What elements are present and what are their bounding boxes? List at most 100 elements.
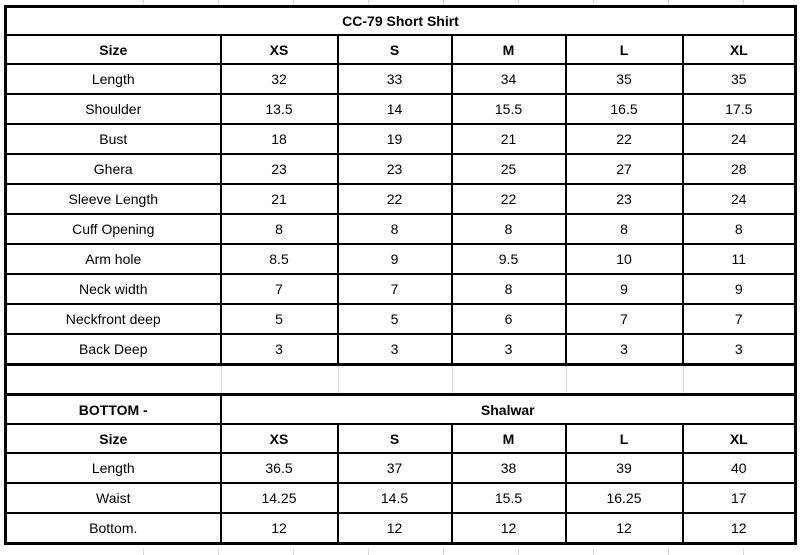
measurement-value: 9.5 [450, 243, 567, 275]
measurement-label: Neckfront deep [4, 303, 222, 335]
bottom-section-label: BOTTOM - [4, 393, 222, 425]
measurement-value: 28 [681, 153, 797, 185]
table-row: Waist 14.25 14.5 15.5 16.25 17 [4, 482, 797, 514]
measurement-value: 10 [564, 243, 684, 275]
column-header: XS [219, 423, 339, 454]
column-header: Size [4, 34, 222, 65]
measurement-value: 3 [564, 333, 684, 366]
column-header: XL [681, 34, 797, 65]
shirt-header-row: Size XS S M L XL [4, 34, 797, 65]
measurement-value: 8 [564, 213, 684, 245]
measurement-value: 23 [219, 153, 339, 185]
measurement-value: 22 [450, 183, 567, 215]
measurement-value: 7 [681, 303, 797, 335]
measurement-value: 16.5 [564, 93, 684, 125]
measurement-value: 22 [336, 183, 453, 215]
measurement-label: Sleeve Length [4, 183, 222, 215]
table-row: Neck width 7 7 8 9 9 [4, 273, 797, 305]
measurement-value: 19 [336, 123, 453, 155]
measurement-value: 16.25 [564, 482, 684, 514]
measurement-value: 21 [450, 123, 567, 155]
column-header: XL [681, 423, 797, 454]
measurement-value: 15.5 [450, 93, 567, 125]
measurement-value: 8 [681, 213, 797, 245]
measurement-label: Shoulder [4, 93, 222, 125]
measurement-value: 35 [681, 63, 797, 95]
measurement-label: Length [4, 63, 222, 95]
table-row: Length 36.5 37 38 39 40 [4, 452, 797, 484]
measurement-value: 9 [681, 273, 797, 305]
column-header: XS [219, 34, 339, 65]
measurement-value: 11 [681, 243, 797, 275]
measurement-value: 40 [681, 452, 797, 484]
measurement-value: 17.5 [681, 93, 797, 125]
measurement-label: Waist [4, 482, 222, 514]
table-row: Neckfront deep 5 5 6 7 7 [4, 303, 797, 335]
table-row: Length 32 33 34 35 35 [4, 63, 797, 95]
measurement-value: 17 [681, 482, 797, 514]
measurement-value: 24 [681, 123, 797, 155]
measurement-value: 33 [336, 63, 453, 95]
measurement-value: 36.5 [219, 452, 339, 484]
measurement-value: 8.5 [219, 243, 339, 275]
measurement-label: Bottom. [4, 512, 222, 545]
measurement-value: 8 [336, 213, 453, 245]
measurement-value: 12 [336, 512, 453, 545]
column-header: S [336, 423, 453, 454]
measurement-value: 39 [564, 452, 684, 484]
table-row: Sleeve Length 21 22 22 23 24 [4, 183, 797, 215]
measurement-value: 12 [564, 512, 684, 545]
measurement-value: 7 [219, 273, 339, 305]
measurement-value: 12 [681, 512, 797, 545]
spacer-row [4, 363, 797, 396]
measurement-value: 22 [564, 123, 684, 155]
measurement-value: 3 [219, 333, 339, 366]
measurement-value: 6 [450, 303, 567, 335]
measurement-value: 13.5 [219, 93, 339, 125]
measurement-value: 3 [681, 333, 797, 366]
measurement-value: 12 [219, 512, 339, 545]
bottom-section-row: BOTTOM - Shalwar [4, 393, 797, 425]
measurement-value: 8 [450, 213, 567, 245]
measurement-value: 24 [681, 183, 797, 215]
measurement-value: 37 [336, 452, 453, 484]
measurement-value: 7 [336, 273, 453, 305]
measurement-label: Cuff Opening [4, 213, 222, 245]
bottom-section-value: Shalwar [219, 393, 797, 425]
measurement-value: 8 [450, 273, 567, 305]
spreadsheet-gridline-strip-top [0, 0, 800, 5]
column-header: M [450, 34, 567, 65]
measurement-label: Ghera [4, 153, 222, 185]
measurement-value: 38 [450, 452, 567, 484]
measurement-value: 32 [219, 63, 339, 95]
table-row: Back Deep 3 3 3 3 3 [4, 333, 797, 366]
measurement-value: 27 [564, 153, 684, 185]
measurement-label: Bust [4, 123, 222, 155]
measurement-value: 9 [336, 243, 453, 275]
measurement-value: 12 [450, 512, 567, 545]
measurement-value: 25 [450, 153, 567, 185]
measurement-label: Neck width [4, 273, 222, 305]
measurement-value: 5 [336, 303, 453, 335]
bottom-header-row: Size XS S M L XL [4, 423, 797, 454]
size-chart-table: CC-79 Short Shirt Size XS S M L XL Lengt… [4, 5, 798, 545]
measurement-value: 21 [219, 183, 339, 215]
column-header: L [564, 34, 684, 65]
measurement-value: 9 [564, 273, 684, 305]
measurement-value: 15.5 [450, 482, 567, 514]
table-row: Cuff Opening 8 8 8 8 8 [4, 213, 797, 245]
measurement-value: 3 [450, 333, 567, 366]
measurement-value: 23 [336, 153, 453, 185]
table-row: Bottom. 12 12 12 12 12 [4, 512, 797, 545]
measurement-value: 14 [336, 93, 453, 125]
column-header: Size [4, 423, 222, 454]
measurement-label: Back Deep [4, 333, 222, 366]
measurement-value: 23 [564, 183, 684, 215]
spacer-cell [4, 363, 797, 396]
spreadsheet-gridline-strip-bottom [0, 548, 800, 555]
table-row: Shoulder 13.5 14 15.5 16.5 17.5 [4, 93, 797, 125]
measurement-value: 18 [219, 123, 339, 155]
table-row: CC-79 Short Shirt [4, 5, 797, 36]
column-header: S [336, 34, 453, 65]
